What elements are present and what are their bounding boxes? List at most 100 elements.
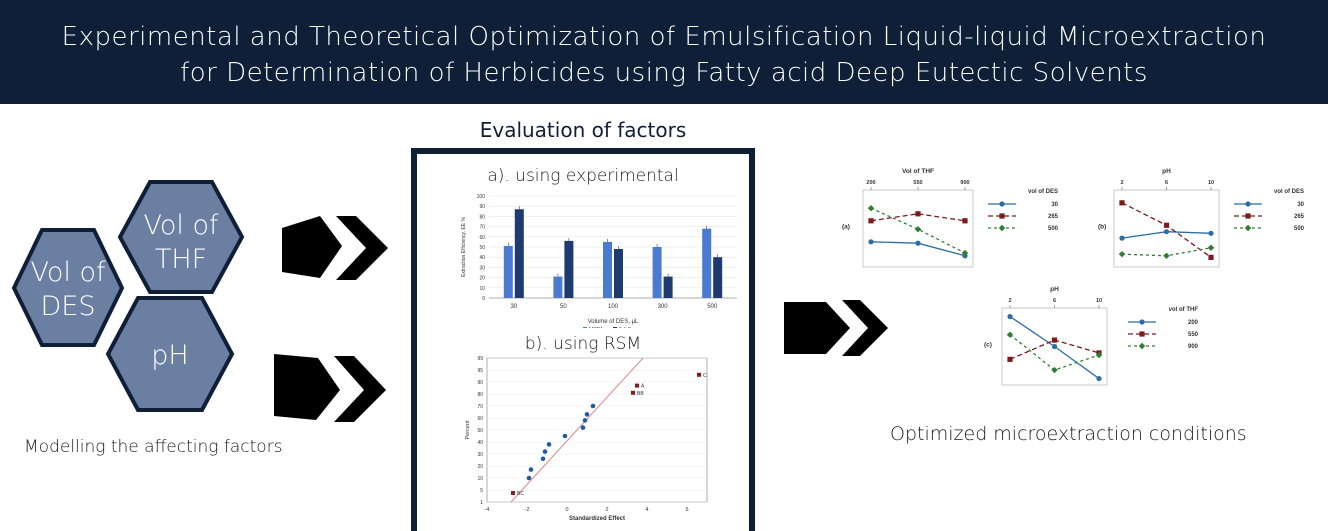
rsm-ytick: 10 [477, 476, 483, 482]
ip-title: pH [1050, 286, 1059, 293]
rsm-ytick: 80 [477, 392, 483, 398]
bar-mcpa [553, 276, 563, 298]
hexagon-ph: pH [105, 296, 235, 412]
rsm-ytick: 30 [477, 452, 483, 458]
ip-marker-square [1007, 356, 1013, 362]
hex3-label: pH [151, 340, 188, 371]
ip-marker-diamond [1163, 252, 1170, 259]
rsm-xtick: 2 [605, 507, 608, 513]
ip-marker-square [1208, 254, 1214, 260]
rsm-xlabel: Standardized Effect [569, 516, 625, 522]
ip-xtick: 2 [1120, 180, 1123, 186]
bar-24d [713, 257, 723, 298]
hexagon-vol-des: Vol of DES [11, 228, 125, 347]
ip-series-line [1009, 339, 1100, 360]
rsm-point [584, 412, 590, 417]
ip-marker-square [999, 213, 1005, 219]
ip-marker-circle [915, 240, 921, 246]
rsm-ytick: 90 [477, 380, 483, 386]
ip-panel-label: (c) [984, 342, 992, 349]
ip-marker-diamond [1095, 351, 1103, 359]
rsm-point [580, 425, 586, 430]
rsm-point [582, 418, 588, 423]
rsm-point-label: BC [517, 491, 524, 497]
bar-24d [663, 276, 673, 298]
ip-legend-label: 265 [1048, 214, 1059, 220]
ip-legend-label: 30 [1051, 202, 1058, 208]
ip-marker-circle [1163, 229, 1170, 235]
subtitle-experimental: a). using experimental [487, 166, 679, 186]
rsm-ylabel: Percent [465, 420, 471, 439]
title-line-1: Experimental and Theoretical Optimizatio… [61, 22, 1267, 52]
rsm-significant-point [635, 383, 639, 388]
ip-xtick: 200 [866, 180, 875, 186]
ip-title: pH [1162, 168, 1171, 175]
rsm-ytick: 50 [477, 428, 483, 434]
ip-xtick: 10 [1096, 298, 1102, 304]
bar-ytick: 60 [479, 235, 485, 241]
bar-legend-swatch [613, 327, 617, 328]
ip-marker-circle [1119, 235, 1125, 241]
bar-ytick: 0 [482, 296, 485, 302]
ip-marker-diamond [1138, 342, 1146, 350]
ip-legend-title: vol of DES [1274, 189, 1304, 195]
rsm-xtick: -4 [485, 507, 490, 513]
ip-xtick: 900 [960, 180, 969, 186]
result-caption: Optimized microextraction conditions [890, 423, 1247, 445]
ip-marker-circle [1208, 230, 1214, 236]
ip-legend-label: 900 [1188, 344, 1199, 350]
ip-panel-label: (b) [1098, 224, 1106, 231]
rsm-ytick: 95 [477, 368, 483, 374]
ip-xtick: 550 [913, 180, 922, 186]
bar-legend-label: MCPA [589, 327, 604, 328]
hex2-line2: THF [155, 244, 207, 275]
bar-xtick: 50 [560, 304, 567, 310]
ip-marker-square [1245, 213, 1251, 219]
rsm-point [528, 467, 534, 472]
ip-marker-diamond [998, 224, 1006, 232]
rsm-xtick: 6 [685, 507, 688, 513]
rsm-ytick: 99 [477, 356, 483, 362]
title-banner: Experimental and Theoretical Optimizatio… [0, 0, 1328, 104]
ip-marker-diamond [961, 249, 969, 257]
subtitle-rsm: b). using RSM [524, 334, 642, 354]
ip-marker-diamond [1118, 250, 1126, 258]
bar-ylabel: Extraction Efficiency, EE % [461, 217, 467, 277]
ip-legend-label: 550 [1188, 332, 1199, 338]
title-line-2: for Determination of Herbicides using Fa… [180, 58, 1148, 88]
factor-hexagons: Vol of DES Vol of THF pH [11, 180, 245, 412]
bar-xlabel: Volume of DES, µL [588, 319, 639, 325]
ip-marker-circle [1051, 343, 1058, 350]
ip-marker-square [1139, 331, 1145, 337]
ip-marker-diamond [867, 205, 875, 212]
ip-marker-diamond [1051, 366, 1058, 374]
hex1-line2: DES [41, 291, 96, 322]
bar-xtick: 30 [510, 304, 517, 310]
bar-ytick: 100 [477, 194, 486, 200]
hexagon-vol-thf: Vol of THF [117, 180, 245, 294]
ip-xtick: 6 [1053, 298, 1056, 304]
bar-xtick: 100 [608, 304, 619, 310]
rsm-significant-point [697, 372, 701, 377]
rsm-ytick: 70 [477, 404, 483, 410]
rsm-point [590, 403, 596, 409]
arrow-upper [282, 216, 388, 280]
hex1-line1: Vol of [30, 257, 105, 288]
bar-xtick: 300 [658, 304, 669, 310]
bar-24d [514, 209, 524, 298]
bar-24d [614, 249, 623, 298]
ip-legend-label: 500 [1048, 226, 1059, 232]
bar-legend-label: 2,4-D [619, 327, 632, 328]
bar-chart: 0 10 20 30 40 50 60 70 80 90 100 30 50 100 300 500 Volum… [461, 194, 737, 328]
interaction-plot-c: pH (c) 2 6 10 vol of THF 200 550 900 [984, 286, 1199, 386]
rsm-point-label: A [641, 384, 645, 390]
bar-ytick: 80 [479, 214, 485, 220]
rsm-fit-line [510, 357, 644, 503]
bar-24d [564, 240, 574, 298]
bar-ytick: 10 [479, 286, 485, 292]
rsm-point [546, 442, 552, 447]
bar-mcpa [652, 247, 662, 298]
ip-xtick: 6 [1165, 180, 1168, 186]
bar-legend-swatch [583, 327, 587, 328]
bar-xtick: 500 [707, 304, 718, 310]
